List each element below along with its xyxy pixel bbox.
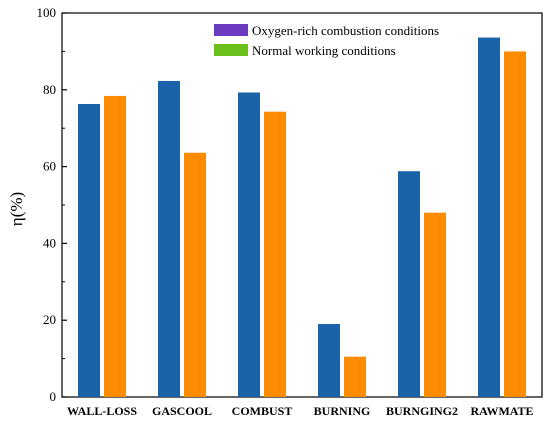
x-category-label: RAWMATE bbox=[470, 404, 533, 418]
bar-oxygen-rich-burnging2 bbox=[398, 171, 420, 397]
legend-swatch bbox=[214, 24, 248, 36]
bar-oxygen-rich-burning bbox=[318, 324, 340, 397]
bar-normal-burnging2 bbox=[424, 212, 446, 397]
bar-normal-wall-loss bbox=[104, 95, 126, 397]
bar-normal-burning bbox=[344, 356, 366, 397]
y-tick-label: 80 bbox=[43, 82, 56, 97]
x-category-labels: WALL-LOSS GASCOOL COMBUST BURNING BURNGING2 R… bbox=[67, 404, 534, 418]
x-category-label: COMBUST bbox=[232, 404, 293, 418]
y-ticks: 0 20 40 60 80 100 bbox=[37, 5, 67, 404]
bar-oxygen-rich-combust bbox=[238, 92, 260, 397]
axes bbox=[61, 12, 543, 398]
x-category-label: BURNGING2 bbox=[386, 404, 458, 418]
bar-oxygen-rich-gascool bbox=[158, 80, 180, 397]
y-tick-label: 20 bbox=[43, 312, 56, 327]
x-category-label: BURNING bbox=[314, 404, 371, 418]
legend: Oxygen-rich combustion conditions Normal … bbox=[214, 23, 439, 58]
legend-swatch bbox=[214, 44, 248, 56]
x-category-label: WALL-LOSS bbox=[67, 404, 137, 418]
bar-normal-rawmate bbox=[504, 51, 526, 398]
legend-label: Oxygen-rich combustion conditions bbox=[252, 23, 439, 38]
y-tick-label: 0 bbox=[50, 389, 57, 404]
bar-normal-gascool bbox=[184, 152, 206, 397]
plot-frame bbox=[61, 12, 543, 398]
y-tick-label: 100 bbox=[37, 5, 57, 20]
y-tick-label: 60 bbox=[43, 159, 56, 174]
bar-oxygen-rich-wall-loss bbox=[78, 104, 100, 398]
x-category-label: GASCOOL bbox=[152, 404, 212, 418]
legend-label: Normal working conditions bbox=[252, 43, 396, 58]
bars bbox=[78, 37, 526, 398]
bar-oxygen-rich-rawmate bbox=[478, 37, 500, 398]
y-tick-label: 40 bbox=[43, 235, 56, 250]
bar-normal-combust bbox=[264, 111, 286, 398]
y-axis-label: η(%) bbox=[7, 192, 26, 226]
